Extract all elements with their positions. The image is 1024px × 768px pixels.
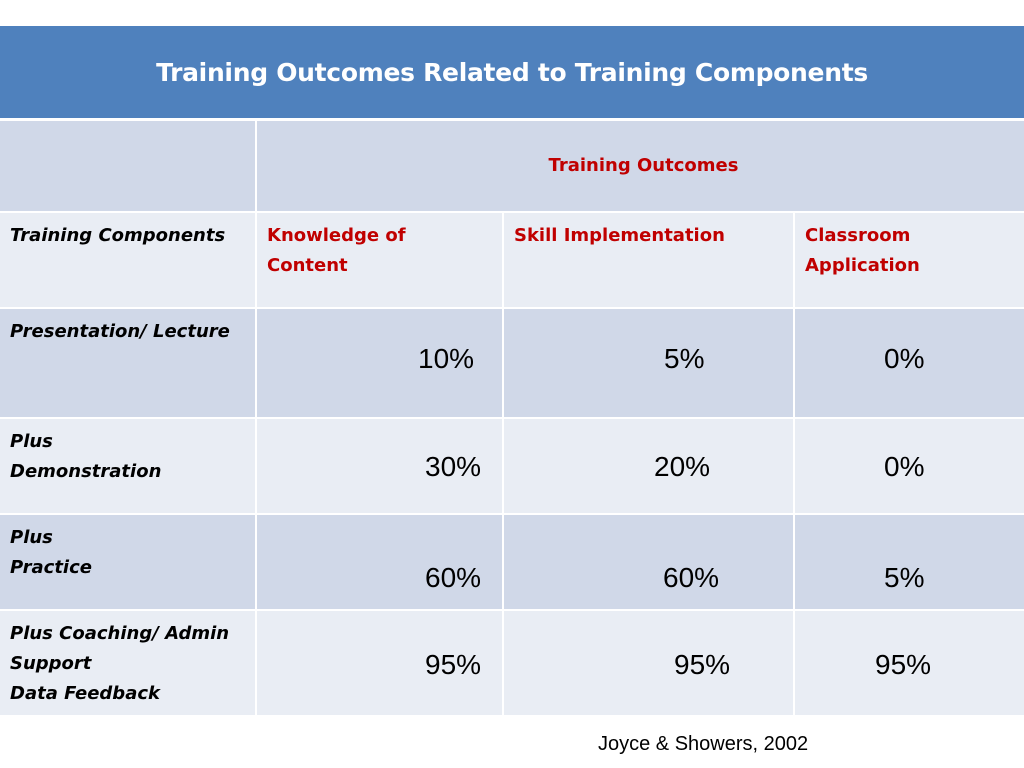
training-outcomes-header-cell: Training Outcomes (257, 121, 1024, 211)
title-banner: Training Outcomes Related to Training Co… (0, 26, 1024, 118)
row-label-line: Support (10, 653, 92, 674)
table-cell: 95% (795, 611, 1024, 715)
column-header-classroom: Classroom Application (795, 213, 1024, 307)
table-cell: 20% (504, 419, 793, 513)
table-cell: 5% (504, 309, 793, 417)
value-coaching-knowledge: 95% (425, 649, 482, 680)
value-demonstration-classroom: 0% (884, 451, 925, 482)
row-label-line: Presentation/ Lecture (10, 321, 230, 342)
training-outcomes-header: Training Outcomes (548, 155, 739, 176)
column-header-line: Content (267, 255, 348, 276)
row-label-line: Data Feedback (10, 683, 160, 704)
value-practice-classroom: 5% (884, 562, 925, 593)
row-label-line: Plus Coaching/ Admin (10, 623, 230, 644)
training-components-header-cell: Training Components (0, 213, 255, 307)
table-cell: 60% (257, 515, 502, 609)
table-cell: 10% (257, 309, 502, 417)
value-presentation-knowledge: 10% (418, 343, 475, 374)
table-cell: 0% (795, 419, 1024, 513)
row-label-line: Plus (10, 431, 53, 452)
table-cell: 95% (257, 611, 502, 715)
slide-title: Training Outcomes Related to Training Co… (156, 57, 868, 87)
table-cell: 0% (795, 309, 1024, 417)
outcomes-table: Training Outcomes Training Components Kn… (0, 121, 1024, 715)
value-practice-knowledge: 60% (425, 562, 482, 593)
column-header-skill: Skill Implementation (504, 213, 793, 307)
column-header-line: Skill Implementation (514, 225, 725, 246)
value-demonstration-knowledge: 30% (425, 451, 482, 482)
table-cell: 60% (504, 515, 793, 609)
value-demonstration-skill: 20% (654, 451, 711, 482)
row-label-line: Plus (10, 527, 53, 548)
citation: Joyce & Showers, 2002 (598, 733, 809, 755)
table-cell: 95% (504, 611, 793, 715)
row-label-demonstration: Plus Demonstration (0, 419, 255, 513)
row-label-coaching: Plus Coaching/ Admin Support Data Feedba… (0, 611, 255, 715)
row-label-presentation: Presentation/ Lecture (0, 309, 255, 417)
table-cell: 30% (257, 419, 502, 513)
row-label-practice: Plus Practice (0, 515, 255, 609)
row-label-line: Demonstration (10, 461, 162, 482)
column-header-knowledge: Knowledge of Content (257, 213, 502, 307)
training-components-header: Training Components (10, 225, 226, 246)
value-coaching-classroom: 95% (875, 649, 932, 680)
table-cell: 5% (795, 515, 1024, 609)
value-practice-skill: 60% (663, 562, 720, 593)
value-presentation-skill: 5% (664, 343, 705, 374)
table-corner-cell (0, 121, 255, 211)
column-header-line: Application (805, 255, 920, 276)
column-header-line: Knowledge of (267, 225, 406, 246)
column-header-line: Classroom (805, 225, 911, 246)
value-coaching-skill: 95% (674, 649, 731, 680)
value-presentation-classroom: 0% (884, 343, 925, 374)
row-label-line: Practice (10, 557, 92, 578)
